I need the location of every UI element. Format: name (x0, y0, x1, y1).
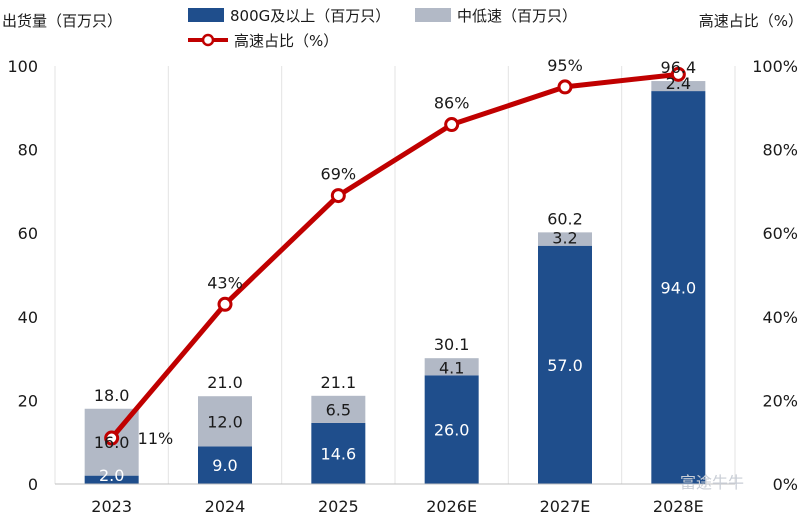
y-tick-40: 40 (18, 308, 38, 327)
label-total-2026E: 30.1 (434, 335, 470, 354)
bar-lowspeed-2025 (311, 395, 366, 423)
grid-lines (54, 66, 736, 484)
bar-800g-2028E (651, 91, 706, 484)
watermark: 富途牛牛 (680, 473, 744, 492)
ratio-label-2025: 69% (321, 165, 357, 184)
x-tick-2026E: 2026E (426, 497, 477, 516)
legend-label-lowspeed: 中低速（百万只） (457, 7, 577, 25)
data-labels: 2.0 16.0 18.0 9.0 12.0 21.0 14.6 6.5 21.1 26.0 4.1… (94, 56, 696, 485)
ratio-label-2023: 11% (138, 429, 174, 448)
label-total-2025: 21.1 (321, 373, 357, 392)
ratio-line (104, 66, 686, 446)
label-800g-2024: 9.0 (212, 456, 237, 475)
ratio-label-2027E: 95% (547, 56, 583, 75)
y2-tick-80%: 80% (762, 141, 798, 160)
y-tick-60: 60 (18, 224, 38, 243)
bar-800g-2023 (84, 475, 139, 484)
label-800g-2025: 14.6 (321, 444, 357, 463)
label-total-2023: 18.0 (94, 386, 130, 405)
label-total-2024: 21.0 (207, 373, 243, 392)
ratio-line-path (109, 71, 679, 440)
ratio-point-2023 (104, 430, 120, 446)
x-tick-2025: 2025 (318, 497, 359, 516)
y-tick-80: 80 (18, 141, 38, 160)
label-lowspeed-2024: 12.0 (207, 412, 243, 431)
bar-800g-2024 (198, 446, 252, 484)
legend-label-ratio: 高速占比（%） (234, 32, 338, 50)
bar-800g-2027E (538, 245, 592, 484)
label-800g-2028E: 94.0 (661, 279, 697, 298)
x-tick-2024: 2024 (205, 497, 246, 516)
y2-tick-20%: 20% (762, 391, 798, 410)
y2-tick-0%: 0% (773, 475, 798, 494)
label-lowspeed-2023: 16.0 (94, 433, 130, 452)
legend-swatch-lowspeed (415, 8, 451, 22)
bar-lowspeed-2024 (198, 396, 252, 447)
label-800g-2026E: 26.0 (434, 421, 470, 440)
legend-swatch-800g (188, 8, 224, 22)
y2-tick-60%: 60% (762, 224, 798, 243)
y-tick-0: 0 (28, 475, 38, 494)
ratio-point-2024 (217, 296, 233, 312)
legend-marker-ratio (201, 33, 215, 47)
x-tick-2027E: 2027E (540, 497, 591, 516)
legend-label-800g: 800G及以上（百万只） (230, 7, 390, 25)
y-tick-20: 20 (18, 391, 38, 410)
ratio-point-2026E (444, 117, 460, 133)
x-tick-2023: 2023 (91, 497, 132, 516)
ratio-label-2024: 43% (207, 273, 243, 292)
ratio-point-2028E (670, 66, 686, 82)
bar-800g-2025 (311, 422, 366, 484)
bar-800g-2026E (424, 375, 479, 484)
label-lowspeed-2028E: 2.4 (666, 74, 691, 93)
label-total-2028E: 96.4 (661, 58, 697, 77)
y-tick-100: 100 (7, 57, 38, 76)
bar-lowspeed-2027E (538, 232, 592, 246)
y-axis-title: 出货量（百万只） (2, 12, 122, 30)
bar-lowspeed-2028E (651, 81, 706, 92)
axes: 2023 2024 2025 2026E 2027E 2028E 0 20 40 60 80 100 0… (7, 57, 798, 516)
bars (84, 81, 706, 484)
label-800g-2027E: 57.0 (547, 356, 583, 375)
label-800g-2023: 2.0 (99, 466, 124, 485)
y2-tick-40%: 40% (762, 308, 798, 327)
label-lowspeed-2027E: 3.2 (552, 229, 577, 248)
x-tick-2028E: 2028E (653, 497, 704, 516)
label-total-2027E: 60.2 (547, 209, 583, 228)
ratio-point-2025 (330, 188, 346, 204)
legend: 800G及以上（百万只） 中低速（百万只） 高速占比（%） (188, 7, 577, 50)
y2-axis-title: 高速占比（%） (699, 12, 803, 30)
ratio-label-2026E: 86% (434, 94, 470, 113)
label-lowspeed-2025: 6.5 (326, 400, 351, 419)
label-lowspeed-2026E: 4.1 (439, 358, 464, 377)
ratio-point-2027E (557, 79, 573, 95)
y2-tick-100%: 100% (752, 57, 798, 76)
bar-lowspeed-2026E (424, 358, 479, 376)
